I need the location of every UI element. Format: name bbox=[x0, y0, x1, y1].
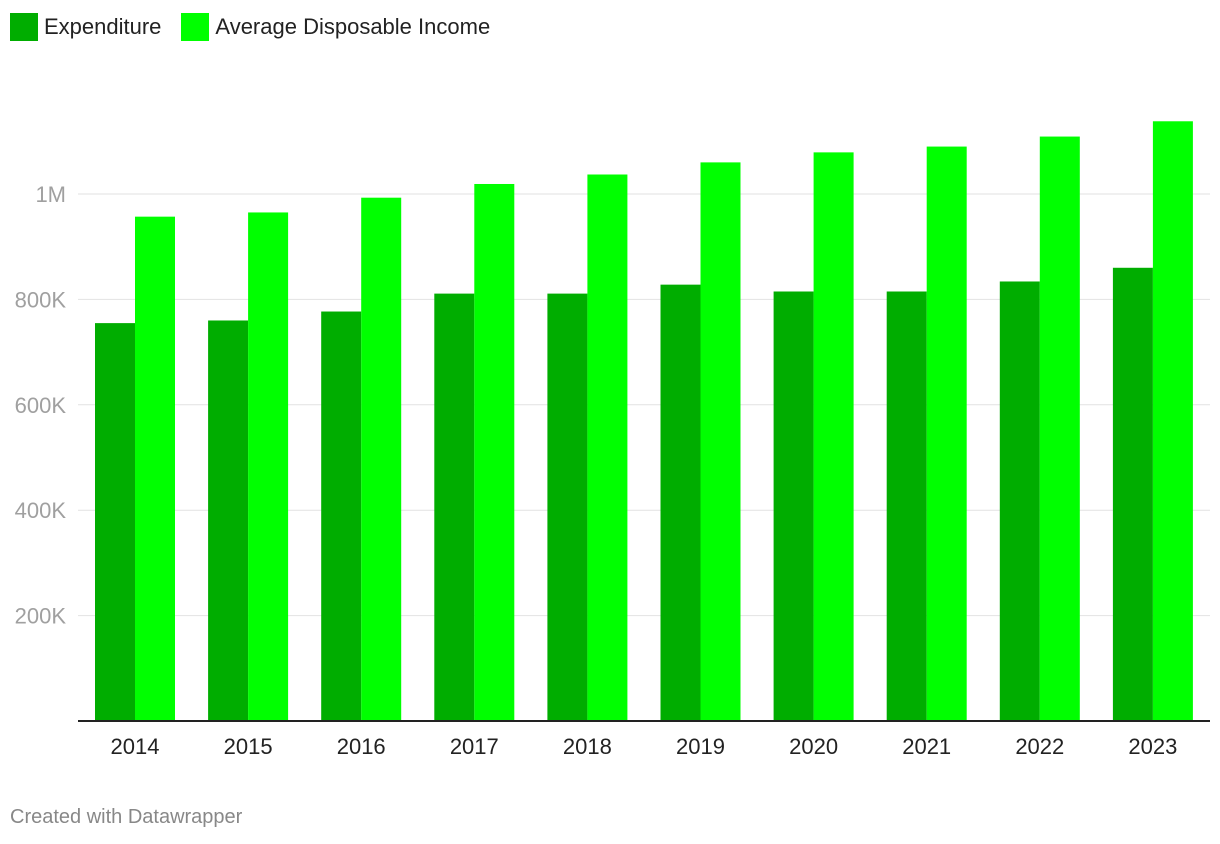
bar-income bbox=[926, 146, 967, 721]
y-tick-label: 600K bbox=[15, 393, 67, 418]
x-tick-label: 2015 bbox=[224, 734, 273, 759]
legend: Expenditure Average Disposable Income bbox=[10, 11, 510, 43]
bar-income bbox=[1152, 121, 1193, 722]
bar-income bbox=[813, 152, 854, 721]
x-tick-label: 2017 bbox=[450, 734, 499, 759]
bar-income bbox=[700, 162, 741, 721]
legend-label-income: Average Disposable Income bbox=[215, 14, 491, 39]
legend-swatch-expenditure bbox=[10, 13, 38, 41]
bar-income bbox=[248, 212, 289, 721]
bar-income bbox=[474, 183, 515, 721]
bar-expenditure bbox=[547, 293, 588, 721]
legend-label-expenditure: Expenditure bbox=[44, 14, 162, 39]
x-tick-label: 2021 bbox=[902, 734, 951, 759]
y-tick-label: 400K bbox=[15, 498, 67, 523]
x-tick-label: 2023 bbox=[1128, 734, 1177, 759]
x-tick-label: 2022 bbox=[1015, 734, 1064, 759]
bar-income bbox=[361, 197, 402, 722]
y-tick-label: 200K bbox=[15, 604, 67, 629]
bar-expenditure bbox=[321, 311, 362, 721]
legend-item-expenditure: Expenditure bbox=[10, 13, 161, 41]
bar-expenditure bbox=[1112, 267, 1153, 721]
x-tick-label: 2016 bbox=[337, 734, 386, 759]
footer-credit: Created with Datawrapper bbox=[10, 806, 243, 828]
bar-income bbox=[587, 174, 628, 722]
y-tick-label: 1M bbox=[35, 182, 66, 207]
x-tick-label: 2020 bbox=[789, 734, 838, 759]
bar-expenditure bbox=[660, 284, 701, 721]
bar-income bbox=[135, 216, 175, 721]
legend-item-income: Average Disposable Income bbox=[181, 13, 490, 41]
x-tick-label: 2018 bbox=[563, 734, 612, 759]
bar-expenditure bbox=[886, 291, 927, 721]
x-tick-label: 2014 bbox=[111, 734, 160, 759]
bar-expenditure bbox=[434, 293, 475, 721]
bar-expenditure bbox=[773, 291, 814, 721]
legend-swatch-income bbox=[181, 13, 210, 41]
bar-expenditure bbox=[208, 320, 249, 721]
x-tick-label: 2019 bbox=[676, 734, 725, 759]
y-tick-label: 800K bbox=[15, 287, 67, 312]
bar-expenditure bbox=[999, 281, 1040, 721]
bar-income bbox=[1039, 136, 1080, 721]
bar-expenditure bbox=[95, 323, 135, 721]
